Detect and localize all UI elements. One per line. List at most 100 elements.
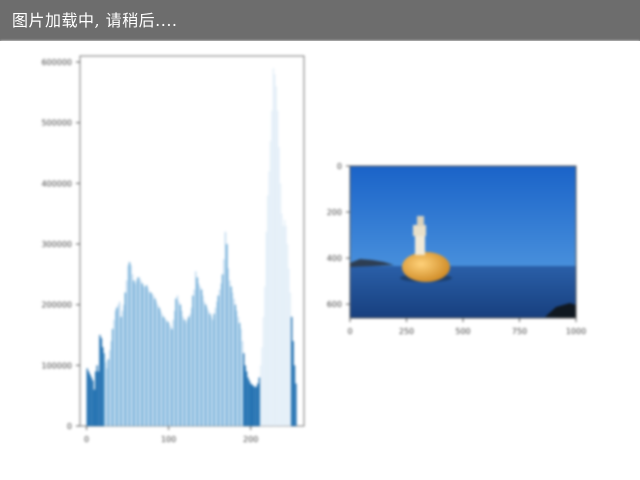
histogram-bar (134, 283, 136, 426)
histogram-bar (274, 74, 276, 426)
histogram-bar (197, 283, 200, 426)
histogram-bar (224, 231, 227, 426)
histogram-bar (202, 295, 204, 426)
histogram-bar (97, 371, 100, 426)
histogram-bar (264, 286, 266, 426)
image-x-ticks: 0 250 500 750 1000 (347, 318, 586, 336)
histogram-bar (275, 86, 277, 426)
histogram-bar (145, 285, 148, 426)
histogram-bar (182, 316, 184, 426)
histogram-bar (254, 387, 256, 426)
histogram-x-ticks: 0 100 200 (84, 426, 258, 444)
histogram-bar (241, 341, 244, 426)
histogram-bar (158, 307, 160, 426)
y-tick-label: 300000 (41, 240, 72, 249)
histogram-bar (237, 316, 239, 426)
histogram-chart: 0 100000 200000 300000 400000 500000 600000 0 1… (41, 55, 305, 444)
histogram-bar (99, 335, 101, 426)
histogram-bar (269, 140, 272, 427)
buoy (402, 252, 450, 282)
histogram-bar (200, 289, 203, 426)
y-tick-label: 400 (327, 254, 342, 263)
histogram-bar (236, 310, 238, 426)
histogram-bar (221, 274, 224, 426)
histogram-bar (100, 338, 103, 426)
histogram-bar (150, 292, 152, 426)
histogram-bar (107, 359, 110, 426)
histogram-bar (238, 322, 241, 426)
lighthouse-tower (415, 235, 425, 255)
histogram-bar (290, 316, 293, 426)
histogram-bar (204, 304, 207, 426)
lighthouse-top (413, 225, 426, 236)
histogram-bar (223, 259, 225, 426)
histogram-bar (151, 293, 153, 426)
histogram-bar (113, 319, 115, 426)
histogram-bar (289, 292, 291, 426)
histogram-bar (213, 313, 215, 426)
histogram-bar (131, 274, 134, 426)
histogram-bar (154, 298, 156, 426)
histogram-bar (102, 347, 104, 426)
x-tick-label: 200 (243, 435, 258, 444)
foreground-rocks (545, 303, 576, 318)
histogram-bar (281, 213, 283, 426)
histogram-bar (169, 325, 172, 426)
histogram-bars (86, 68, 297, 427)
x-tick-label: 500 (455, 327, 470, 336)
histogram-bar (110, 341, 112, 426)
histogram-bar (95, 371, 97, 426)
histogram-bar (109, 350, 111, 426)
histogram-bar (106, 368, 108, 426)
image-subplot: 0 200 400 600 0 250 500 750 1000 (327, 162, 586, 336)
histogram-bar (272, 68, 275, 426)
histogram-bar (216, 301, 218, 426)
histogram-bar (164, 318, 166, 426)
x-tick-label: 1000 (566, 327, 586, 336)
histogram-bar (286, 244, 289, 426)
histogram-bar (212, 319, 214, 426)
histogram-bar (268, 171, 270, 426)
y-tick-label: 600 (327, 300, 342, 309)
y-tick-label: 0 (337, 162, 342, 171)
histogram-bar (195, 271, 197, 426)
x-tick-label: 0 (347, 327, 352, 336)
histogram-bar (233, 298, 235, 426)
histogram-bar (155, 301, 158, 426)
histogram-bar (96, 365, 98, 426)
histogram-bar (152, 295, 155, 426)
histogram-bar (179, 304, 182, 426)
histogram-bar (111, 328, 114, 426)
histogram-bar (114, 310, 117, 426)
histogram-bar (285, 225, 287, 426)
histogram-bar (214, 307, 217, 426)
histogram-bar (178, 301, 180, 426)
histogram-bar (90, 377, 93, 426)
histogram-bar (172, 319, 174, 426)
histogram-bar (116, 307, 118, 426)
histogram-bar (231, 292, 234, 426)
histogram-bar (245, 371, 248, 426)
histogram-bar (255, 386, 258, 426)
histogram-bar (126, 280, 128, 426)
x-tick-label: 100 (161, 435, 176, 444)
histogram-bar (271, 110, 273, 426)
histogram-bar (183, 319, 186, 426)
histogram-bar (295, 383, 297, 426)
histogram-bar (203, 301, 205, 426)
histogram-bar (276, 110, 279, 426)
histogram-bar (147, 287, 149, 426)
histogram-bar (87, 371, 90, 426)
histogram-bar (186, 319, 189, 426)
histogram-bar (250, 383, 252, 426)
photo-image (350, 166, 576, 318)
sea (350, 266, 576, 318)
histogram-bar (162, 316, 165, 426)
histogram-bar (124, 292, 127, 426)
histogram-bar (259, 365, 262, 426)
histogram-bar (234, 304, 236, 426)
histogram-bar (189, 313, 191, 426)
histogram-bar (157, 304, 159, 426)
lighthouse-lamp (417, 216, 424, 226)
